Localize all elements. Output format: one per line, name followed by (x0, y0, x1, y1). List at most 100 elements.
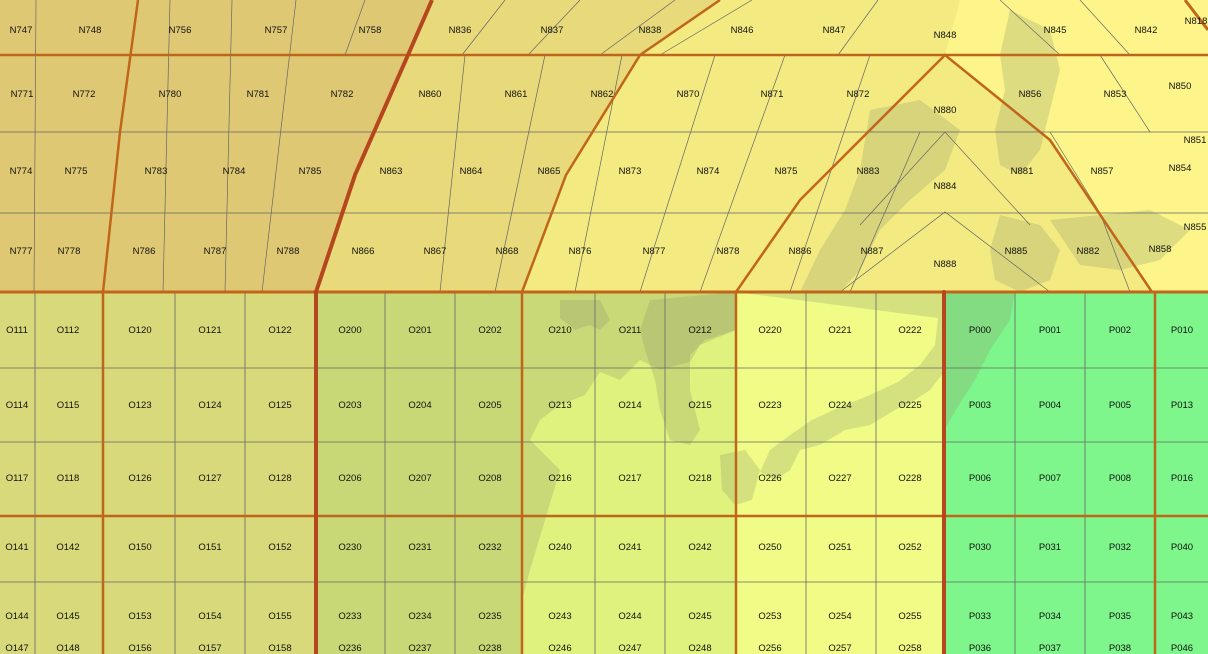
sheet-label-o213: O213 (548, 400, 571, 411)
sheet-label-p033: P033 (969, 611, 991, 622)
sheet-label-o255: O255 (898, 611, 921, 622)
sheet-label-o244: O244 (618, 611, 641, 622)
sheet-label-o128: O128 (268, 473, 291, 484)
sheet-label-n887: N887 (861, 246, 884, 257)
sheet-label-p004: P004 (1039, 400, 1061, 411)
land-layer (522, 10, 1190, 600)
land-japan-east (944, 292, 1015, 430)
sheet-label-o111: O111 (6, 325, 28, 336)
sheet-label-layer: N747 N748 N756 N757 N758 N836 N837 N838 N846 N847… (5, 16, 1207, 654)
sheet-label-p010: P010 (1171, 325, 1193, 336)
sheet-label-o234: O234 (408, 611, 431, 622)
sheet-label-o152: O152 (268, 542, 291, 553)
zone-n-mid-band (316, 0, 720, 292)
zone-border-curve (314, 0, 434, 293)
sheet-label-o242: O242 (688, 542, 711, 553)
sheet-label-o145: O145 (56, 611, 79, 622)
land-kuril (1050, 210, 1190, 270)
grid-line-meridian (837, 0, 879, 56)
sheet-label-o204: O204 (408, 400, 431, 411)
sheet-label-n837: N837 (541, 25, 564, 36)
sheet-label-o216: O216 (548, 473, 571, 484)
sheet-label-n784: N784 (223, 166, 246, 177)
sheet-label-o118: O118 (57, 473, 80, 484)
grid-line-triangle (839, 211, 1051, 293)
sheet-label-p013: P013 (1171, 400, 1193, 411)
sheet-label-n756: N756 (169, 25, 192, 36)
sheet-label-n782: N782 (331, 89, 354, 100)
sheet-label-p006: P006 (969, 473, 991, 484)
sheet-label-n875: N875 (775, 166, 798, 177)
zone-p-band (944, 292, 1208, 654)
grid-line-meridian (639, 54, 716, 293)
land-hokkaido (990, 215, 1060, 292)
sheet-label-n778: N778 (58, 246, 81, 257)
sheet-label-p002: P002 (1109, 325, 1131, 336)
sheet-label-o227: O227 (828, 473, 851, 484)
sheet-label-o123: O123 (128, 400, 151, 411)
sheet-label-n748: N748 (79, 25, 102, 36)
sheet-label-o157: O157 (198, 643, 221, 654)
grid-line-meridian (261, 0, 297, 293)
sheet-label-o256: O256 (758, 643, 781, 654)
sheet-label-o240: O240 (548, 542, 571, 553)
grid-line-meridian (599, 0, 676, 56)
sheet-label-n868: N868 (496, 246, 519, 257)
grid-line-meridian (344, 0, 366, 56)
grid-line-meridian (1079, 0, 1131, 56)
sheet-label-o206: O206 (338, 473, 361, 484)
sheet-label-o122: O122 (268, 325, 291, 336)
grid-line-meridian (1099, 54, 1151, 133)
sheet-label-o126: O126 (128, 473, 151, 484)
sheet-label-o222: O222 (898, 325, 921, 336)
zone-border-curve (520, 0, 721, 293)
sheet-label-n785: N785 (299, 166, 322, 177)
sheet-label-n818: N818 (1185, 16, 1208, 27)
zone-border-curve (101, 0, 140, 293)
sheet-label-o252: O252 (898, 542, 921, 553)
sheet-label-p016: P016 (1171, 473, 1193, 484)
land-bohai (560, 300, 610, 330)
sheet-label-n757: N757 (265, 25, 288, 36)
sheet-label-p034: P034 (1039, 611, 1061, 622)
sheet-label-p031: P031 (1039, 542, 1061, 553)
sheet-label-n775: N775 (65, 166, 88, 177)
grid-line-meridian (461, 0, 506, 56)
grid-line-meridian (162, 0, 171, 293)
sheet-label-o120: O120 (128, 325, 151, 336)
sheet-label-n883: N883 (857, 166, 880, 177)
zone-border-curve (734, 53, 1154, 293)
sheet-label-o156: O156 (128, 643, 151, 654)
grid-line-meridian (439, 54, 466, 293)
sheet-label-o247: O247 (618, 643, 641, 654)
sheet-label-o246: O246 (548, 643, 571, 654)
sheet-label-o245: O245 (688, 611, 711, 622)
sheet-label-o233: O233 (338, 611, 361, 622)
sheet-label-o200: O200 (338, 325, 361, 336)
sheet-label-o237: O237 (408, 643, 431, 654)
sheet-label-n851: N851 (1184, 135, 1207, 146)
sheet-label-o202: O202 (478, 325, 501, 336)
sheet-label-n888: N888 (934, 259, 957, 270)
sheet-label-n876: N876 (569, 246, 592, 257)
sheet-label-p000: P000 (969, 325, 991, 336)
sheet-label-o114: O114 (6, 400, 29, 411)
zone-n-west-band (0, 0, 432, 292)
sheet-label-o212: O212 (688, 325, 711, 336)
land-korea (640, 292, 736, 445)
sheet-label-n862: N862 (591, 89, 614, 100)
sheet-label-n881: N881 (1011, 166, 1034, 177)
sheet-label-n856: N856 (1019, 89, 1042, 100)
sheet-label-n788: N788 (277, 246, 300, 257)
land-japan-honshu (736, 292, 944, 480)
sheet-label-n855: N855 (1184, 222, 1207, 233)
sheet-label-o117: O117 (6, 473, 29, 484)
sheet-label-n885: N885 (1005, 246, 1028, 257)
sheet-label-o211: O211 (619, 325, 642, 336)
sheet-label-p005: P005 (1109, 400, 1131, 411)
zone-o-far-east-band (736, 292, 944, 654)
land-primorye (800, 100, 960, 292)
